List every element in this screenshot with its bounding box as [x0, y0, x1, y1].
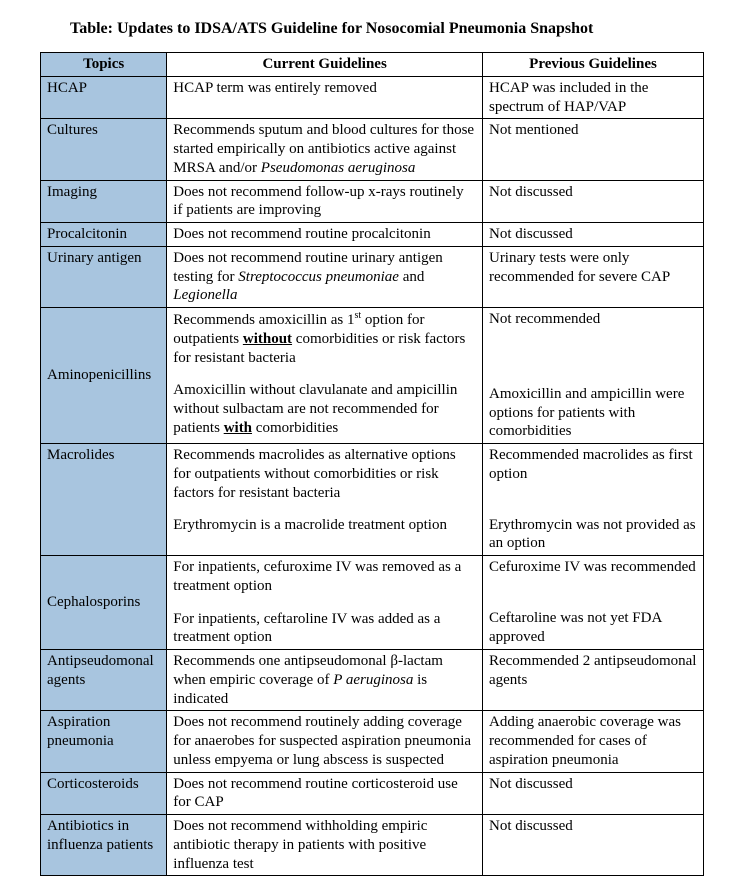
previous-cell: HCAP was included in the spectrum of HAP…: [482, 76, 703, 119]
table-row: Procalcitonin Does not recommend routine…: [41, 223, 704, 247]
topic-cell: Aspiration pneumonia: [41, 711, 167, 772]
header-current: Current Guidelines: [167, 53, 483, 77]
current-cell: For inpatients, cefuroxime IV was remove…: [167, 556, 483, 650]
table-row: Cultures Recommends sputum and blood cul…: [41, 119, 704, 180]
table-title: Table: Updates to IDSA/ATS Guideline for…: [70, 20, 704, 38]
table-row: Macrolides Recommends macrolides as alte…: [41, 444, 704, 556]
previous-cell: Not discussed: [482, 815, 703, 876]
previous-cell: Not discussed: [482, 223, 703, 247]
table-row: Cephalosporins For inpatients, cefuroxim…: [41, 556, 704, 650]
current-cell: Recommends amoxicillin as 1st option for…: [167, 308, 483, 444]
previous-cell: Not discussed: [482, 772, 703, 815]
current-cell: Does not recommend routine procalcitonin: [167, 223, 483, 247]
current-cell: Recommends sputum and blood cultures for…: [167, 119, 483, 180]
topic-cell: Cultures: [41, 119, 167, 180]
topic-cell: Corticosteroids: [41, 772, 167, 815]
guideline-table: Topics Current Guidelines Previous Guide…: [40, 52, 704, 876]
current-cell: Does not recommend withholding empiric a…: [167, 815, 483, 876]
topic-cell: Imaging: [41, 180, 167, 223]
previous-cell: Not mentioned: [482, 119, 703, 180]
table-row: Antipseudomonal agents Recommends one an…: [41, 650, 704, 711]
current-cell: Recommends macrolides as alternative opt…: [167, 444, 483, 556]
previous-cell: Urinary tests were only recommended for …: [482, 246, 703, 307]
header-previous: Previous Guidelines: [482, 53, 703, 77]
topic-cell: HCAP: [41, 76, 167, 119]
current-cell: Does not recommend follow-up x-rays rout…: [167, 180, 483, 223]
table-row: Imaging Does not recommend follow-up x-r…: [41, 180, 704, 223]
current-cell: HCAP term was entirely removed: [167, 76, 483, 119]
topic-cell: Macrolides: [41, 444, 167, 556]
table-row: HCAP HCAP term was entirely removed HCAP…: [41, 76, 704, 119]
header-row: Topics Current Guidelines Previous Guide…: [41, 53, 704, 77]
previous-cell: Not recommended Amoxicillin and ampicill…: [482, 308, 703, 444]
table-row: Corticosteroids Does not recommend routi…: [41, 772, 704, 815]
previous-cell: Recommended 2 antipseudomonal agents: [482, 650, 703, 711]
previous-cell: Not discussed: [482, 180, 703, 223]
table-row: Urinary antigen Does not recommend routi…: [41, 246, 704, 307]
topic-cell: Antibiotics in influenza patients: [41, 815, 167, 876]
topic-cell: Procalcitonin: [41, 223, 167, 247]
table-row: Antibiotics in influenza patients Does n…: [41, 815, 704, 876]
current-cell: Does not recommend routine corticosteroi…: [167, 772, 483, 815]
topic-cell: Urinary antigen: [41, 246, 167, 307]
current-cell: Does not recommend routinely adding cove…: [167, 711, 483, 772]
previous-cell: Recommended macrolides as first option E…: [482, 444, 703, 556]
current-cell: Does not recommend routine urinary antig…: [167, 246, 483, 307]
header-topics: Topics: [41, 53, 167, 77]
table-row: Aminopenicillins Recommends amoxicillin …: [41, 308, 704, 444]
current-cell: Recommends one antipseudomonal β-lactam …: [167, 650, 483, 711]
topic-cell: Antipseudomonal agents: [41, 650, 167, 711]
topic-cell: Aminopenicillins: [41, 308, 167, 444]
table-row: Aspiration pneumonia Does not recommend …: [41, 711, 704, 772]
previous-cell: Adding anaerobic coverage was recommende…: [482, 711, 703, 772]
topic-cell: Cephalosporins: [41, 556, 167, 650]
previous-cell: Cefuroxime IV was recommended Ceftarolin…: [482, 556, 703, 650]
